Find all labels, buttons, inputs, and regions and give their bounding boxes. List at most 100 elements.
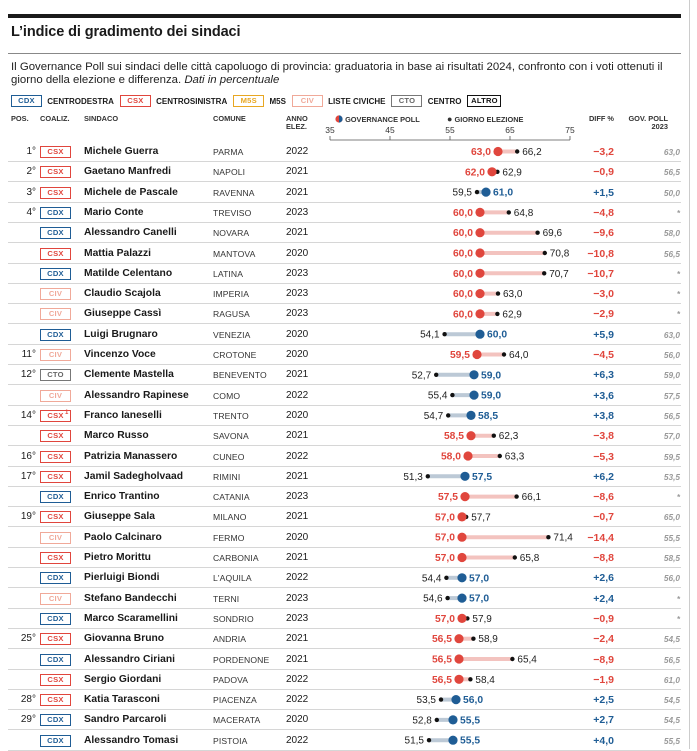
coalition-tag: CSX xyxy=(40,470,71,483)
row-divider xyxy=(8,221,681,223)
gov-poll-dot xyxy=(457,613,467,624)
comune-cell: CARBONIA xyxy=(213,553,259,563)
election-label: 66,1 xyxy=(522,492,542,503)
legend-tag-cto: CTO xyxy=(391,95,423,107)
gov-poll-dot xyxy=(454,634,464,644)
row-divider xyxy=(8,303,681,305)
coalition-tag: CIV xyxy=(40,288,71,301)
diff-cell: −9,6 xyxy=(593,227,614,240)
footnote-marker: 1 xyxy=(65,409,69,416)
gov-poll-2023-cell: * xyxy=(676,593,680,604)
legend-item-civ: CIV LISTE CIVICHE xyxy=(291,95,385,107)
gov-poll-2023-cell: * xyxy=(676,309,680,320)
diff-cell: −8,6 xyxy=(593,491,614,504)
election-label: 59,5 xyxy=(453,188,473,199)
legend-tag-altro: ALTRO xyxy=(467,95,502,107)
row-divider xyxy=(8,688,681,690)
diff-cell: +2,6 xyxy=(593,572,614,585)
gov-poll-dot xyxy=(469,370,479,380)
title-separator xyxy=(8,53,681,54)
row-divider xyxy=(8,526,681,528)
election-dot xyxy=(434,717,439,723)
gov-poll-2023-cell: 56,5 xyxy=(663,654,680,665)
comune-cell: CROTONE xyxy=(213,350,257,360)
coalition-tag-label: CDX xyxy=(40,612,71,625)
coalition-tag: CSX xyxy=(40,146,71,158)
gov-poll-label: 56,0 xyxy=(463,695,483,706)
row-divider xyxy=(8,506,681,508)
election-year-cell: 2021 xyxy=(286,633,309,645)
diff-cell: +2,4 xyxy=(593,592,614,605)
election-dot xyxy=(468,677,473,682)
coalition-tag-label: CSX xyxy=(40,430,71,443)
coalition-tag-label: CIV xyxy=(40,288,71,301)
election-year-cell: 2023 xyxy=(286,206,309,218)
row-divider xyxy=(8,648,681,650)
election-year-cell: 2022 xyxy=(286,694,309,706)
coalition-tag-label: CIV xyxy=(40,349,71,361)
election-year-cell: 2022 xyxy=(286,673,309,685)
election-year-cell: 2023 xyxy=(286,612,309,624)
row-divider xyxy=(8,587,681,589)
election-dot xyxy=(535,230,540,235)
election-label: 65,8 xyxy=(520,553,540,564)
coalition-tag: CDX xyxy=(40,714,71,727)
coalition-tag-label: CSX xyxy=(40,166,71,179)
election-label: 52,8 xyxy=(412,715,432,726)
page-edge-rule xyxy=(689,0,690,749)
comune-cell: VENEZIA xyxy=(213,329,251,340)
coalition-tag: CSX xyxy=(40,673,71,686)
election-dot xyxy=(546,535,551,540)
election-dot xyxy=(444,575,449,580)
election-year-cell: 2020 xyxy=(286,349,309,360)
gov-poll-dot xyxy=(466,410,476,420)
rank-cell: 12° xyxy=(20,369,36,381)
gov-poll-dot xyxy=(487,167,497,177)
coalition-tag-label: CDX xyxy=(40,653,71,666)
election-label: 71,4 xyxy=(553,533,573,544)
gov-poll-2023-cell: 63,0 xyxy=(663,329,680,340)
table-row: 25° CSX Giovanna Bruno ANDRIA 2021 −2,4 54,5 xyxy=(8,629,681,650)
coalition-tag: CDX xyxy=(40,491,71,504)
mayor-name: Katia Tarasconi xyxy=(84,694,160,706)
election-label: 62,9 xyxy=(502,167,522,178)
gov-poll-label: 56,5 xyxy=(432,634,452,645)
coalition-tag: CIV xyxy=(40,531,71,544)
gov-poll-dot xyxy=(493,146,503,157)
row-divider xyxy=(8,607,681,609)
gov-poll-label: 57,0 xyxy=(435,533,455,544)
election-year-cell: 2021 xyxy=(286,166,309,178)
coalition-tag: CDX xyxy=(40,227,71,240)
row-divider xyxy=(8,668,681,670)
gov-poll-label: 60,0 xyxy=(453,249,473,260)
header-anno-line1: ANNO xyxy=(286,114,308,123)
diff-cell: +2,7 xyxy=(593,714,614,727)
legend-item-cdx: CDX CENTRODESTRA xyxy=(11,95,114,107)
rank-cell: 28° xyxy=(20,694,36,706)
table-row: 12° CTO Clemente Mastella BENEVENTO 2021 +6,3… xyxy=(8,365,681,386)
coalition-tag-label: CSX xyxy=(40,247,71,260)
row-divider xyxy=(8,282,681,284)
header-coalition: COALIZ. xyxy=(40,114,70,123)
mayor-name: Patrizia Manassero xyxy=(84,450,178,462)
gov-poll-label: 56,5 xyxy=(432,655,452,666)
mayor-name: Alessandro Canelli xyxy=(84,227,177,239)
coalition-tag-label: CTO xyxy=(40,369,71,382)
rank-cell: 16° xyxy=(20,450,36,462)
election-year-cell: 2020 xyxy=(286,409,309,421)
table-row: 1° CSX Michele Guerra PARMA 2022 −3,2 63,0 xyxy=(8,142,681,162)
diff-cell: −3,8 xyxy=(593,430,614,443)
legend-label-m5s: M5S xyxy=(267,96,286,106)
diff-cell: +1,5 xyxy=(593,186,614,199)
election-label: 55,4 xyxy=(428,391,448,402)
election-dot xyxy=(491,433,496,438)
coalition-tag: CDX xyxy=(40,612,71,625)
legend-tag-civ: CIV xyxy=(291,95,323,107)
election-year-cell: 2023 xyxy=(286,308,309,320)
election-dot xyxy=(450,392,455,398)
gov-poll-dot xyxy=(475,268,485,278)
row-divider xyxy=(8,465,681,467)
legend-item-altro: ALTRO xyxy=(467,95,502,107)
gov-poll-dot xyxy=(475,207,485,217)
mayor-name: Alessandro Rapinese xyxy=(84,389,189,401)
